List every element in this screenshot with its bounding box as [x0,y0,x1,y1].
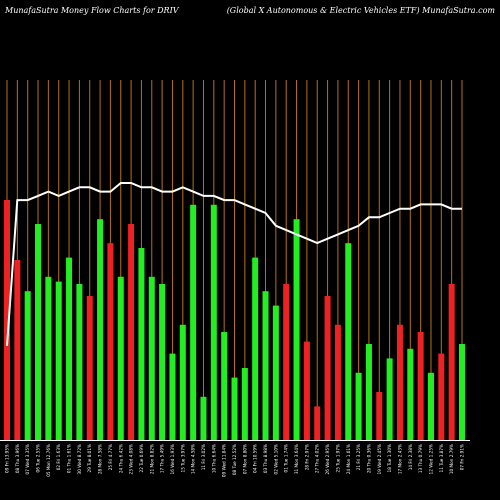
x-tick-label: 09 Fri 13.95% [5,444,10,473]
x-tick-label: 30 Wed 8.72% [77,444,82,474]
money-flow-bar [324,296,331,440]
money-flow-bar [448,284,455,440]
money-flow-bar [355,372,362,440]
x-tick-label: 28 Mon 7.58% [98,444,103,474]
money-flow-bar [66,257,73,440]
money-flow-bar [252,257,259,440]
x-tick-label: 03 Thu 8.98% [263,444,268,473]
money-flow-bar [86,296,93,440]
money-flow-bar [293,219,300,440]
money-flow-bar [107,243,114,440]
x-tick-label: 08 Thu 3.96% [15,444,20,473]
x-tick-label: 04 Fri 10.59% [253,444,258,473]
money-flow-bar [14,260,21,440]
money-flow-bar [386,358,393,440]
x-tick-label: 10 Mon 2.79% [449,444,454,474]
money-flow-bar [35,224,42,440]
money-flow-bar [376,392,383,440]
x-tick-label: 22 Tue 0.69% [139,444,144,472]
x-tick-label: 15 Tue 3.97% [180,444,185,472]
x-tick-label: 11 Tue 3.87% [439,444,444,472]
x-tick-label: 11 Fri 3.02% [201,444,206,470]
money-flow-bar [210,204,217,440]
money-flow-bar [334,324,341,440]
money-flow-bar [241,368,248,440]
x-tick-label: 12 Wed 1.25% [428,444,433,474]
x-tick-label: 07 Mon 8.80% [242,444,247,474]
money-flow-bar [169,353,176,440]
money-flow-bar [148,276,155,440]
money-flow-bar [231,377,238,440]
x-tick-label: 01 Thu 1.61% [67,444,72,473]
x-tick-label: 02 Fri 1.63% [56,444,61,470]
x-tick-label: 29 Tue 8.01% [87,444,92,472]
money-flow-bar [190,204,197,440]
x-tick-label: 26 Wed 2.95% [325,444,330,474]
x-tick-label: 14 Mon 4.58% [191,444,196,474]
money-flow-bar [365,344,372,440]
x-tick-label: 20 Thu 0.36% [366,444,371,473]
x-tick-label: 25 Fri 4.77% [108,444,113,470]
money-flow-bar [438,353,445,440]
money-flow-bar [396,324,403,440]
money-flow-bar [76,284,83,440]
money-flow-bar [303,341,310,440]
money-flow-bar [159,284,166,440]
x-tick-label: 17 Thu 5.49% [160,444,165,473]
money-flow-bar [407,348,414,440]
x-tick-label: 21 Mon 8.82% [149,444,154,474]
x-tick-label: 31 Mon 3.64% [294,444,299,474]
x-tick-label: 23 Wed 4.08% [129,444,134,474]
money-flow-bar [97,219,104,440]
money-flow-bar [427,372,434,440]
money-flow-bar [55,281,62,440]
money-flow-bar [138,248,145,440]
x-tick-label: 07 Fri 2.91% [460,444,465,470]
money-flow-bar [128,224,135,440]
money-flow-bar [345,243,352,440]
x-tick-label: 09 Wed 11.84% [222,444,227,477]
x-tick-label: 21 Fri 3.25% [356,444,361,470]
money-flow-bar [24,291,31,440]
money-flow-bar [417,332,424,440]
x-tick-label: 02 Wed 5.10% [273,444,278,474]
money-flow-bar [200,396,207,440]
money-flow-bar [314,406,321,440]
x-tick-label: 19 Wed 2.45% [377,444,382,474]
money-flow-bar [459,344,465,440]
x-tick-label: 24 Thu 6.42% [118,444,123,473]
x-tick-label: 17 Mon 2.43% [397,444,402,474]
money-flow-bar [221,332,228,440]
money-flow-bar [262,291,269,440]
x-tick-label: 05 Mon 12.76% [46,444,51,477]
x-tick-label: 07 Wed 3.35% [25,444,30,474]
x-tick-label: 14 Fri 2.38% [408,444,413,470]
x-tick-label: 13 Thu 0.79% [418,444,423,473]
x-tick-label: 10 Thu 6.64% [211,444,216,473]
chart-title-left: MunafaSutra Money Flow Charts for DRIV [5,6,179,15]
chart-title-right: (Global X Autonomous & Electric Vehicles… [226,6,495,15]
money-flow-bar [4,200,10,440]
x-tick-label: 06 Tue 2.55% [36,444,41,472]
x-tick-label: 01 Tue 1.74% [284,444,289,472]
money-flow-bar [283,284,290,440]
x-tick-label: 27 Thu 4.02% [315,444,320,473]
x-tick-label: 24 Mon 1.01% [346,444,351,474]
money-flow-bar [179,324,186,440]
money-flow-bar [117,276,124,440]
price-line [6,182,462,346]
x-tick-label: 25 Tue 1.97% [335,444,340,472]
x-tick-label: 18 Tue 1.30% [387,444,392,472]
x-tick-label: 08 Tue 12.52% [232,444,237,475]
x-tick-label: 28 Fri 2.97% [304,444,309,470]
money-flow-bar [45,276,52,440]
money-flow-bar [272,305,279,440]
x-tick-label: 16 Wed 1.93% [170,444,175,474]
